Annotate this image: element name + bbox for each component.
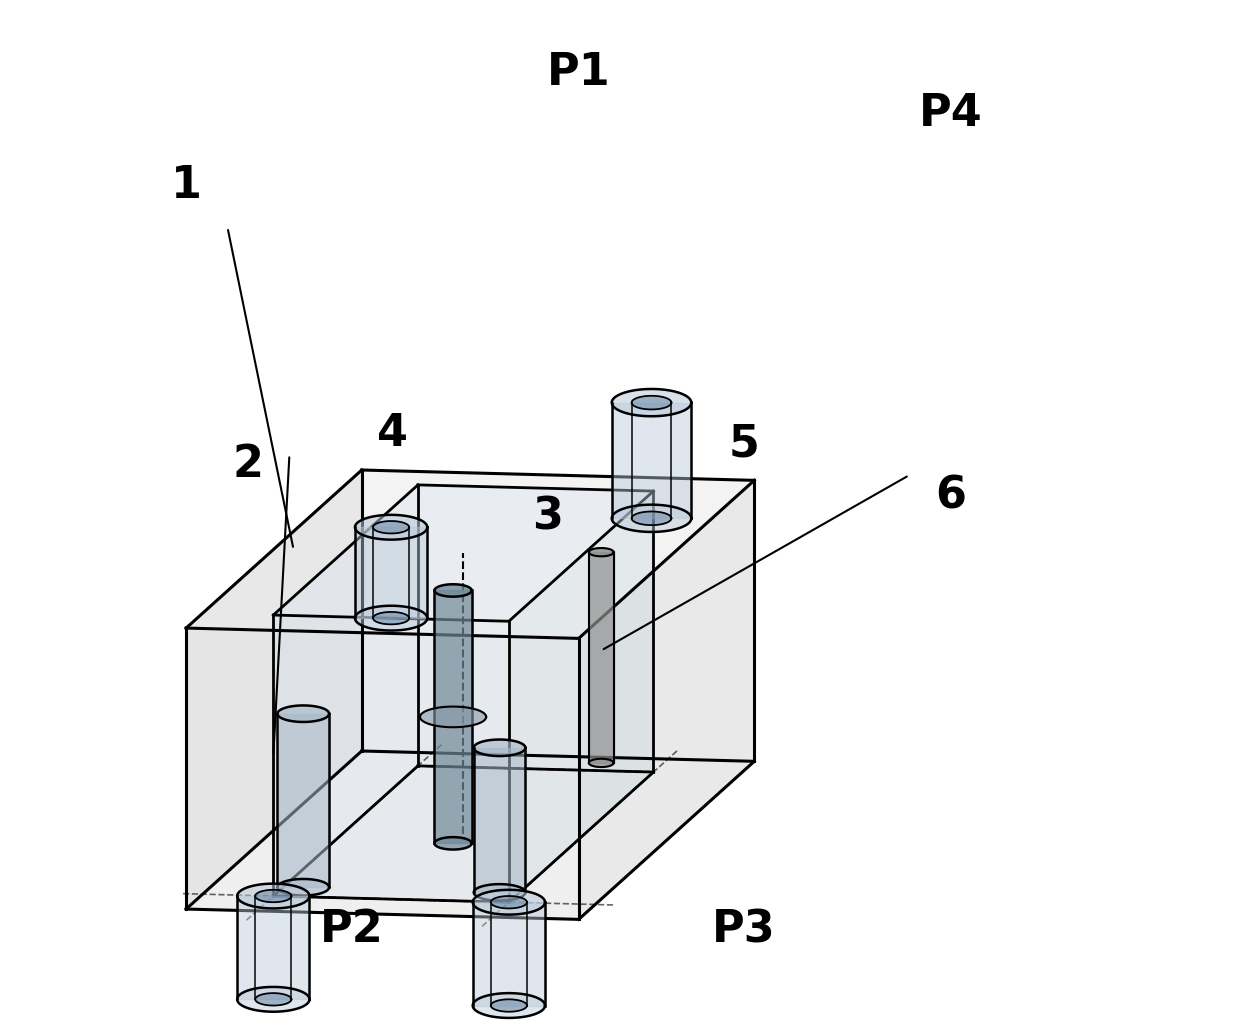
Polygon shape (186, 470, 754, 638)
Polygon shape (611, 505, 691, 532)
Polygon shape (278, 714, 329, 887)
Polygon shape (434, 837, 471, 849)
Polygon shape (434, 585, 471, 597)
Polygon shape (474, 748, 526, 893)
Polygon shape (491, 999, 527, 1011)
Text: P1: P1 (547, 51, 610, 94)
Polygon shape (278, 706, 329, 722)
Polygon shape (491, 896, 527, 908)
Polygon shape (434, 591, 471, 843)
Polygon shape (186, 628, 579, 919)
Polygon shape (420, 707, 486, 727)
Polygon shape (273, 615, 508, 902)
Polygon shape (508, 491, 653, 902)
Polygon shape (631, 511, 671, 525)
Polygon shape (237, 896, 310, 999)
Text: 2: 2 (233, 443, 264, 487)
Polygon shape (589, 759, 614, 768)
Polygon shape (631, 396, 671, 409)
Polygon shape (474, 740, 526, 756)
Polygon shape (278, 879, 329, 896)
Text: 5: 5 (729, 422, 759, 466)
Polygon shape (474, 884, 526, 901)
Polygon shape (611, 403, 691, 519)
Polygon shape (355, 605, 428, 630)
Text: P4: P4 (919, 92, 982, 135)
Polygon shape (611, 389, 691, 416)
Polygon shape (355, 527, 428, 618)
Text: P2: P2 (320, 908, 383, 951)
Polygon shape (186, 470, 362, 909)
Polygon shape (237, 987, 310, 1011)
Text: 1: 1 (171, 164, 202, 208)
Polygon shape (472, 889, 546, 914)
Text: 6: 6 (935, 474, 966, 518)
Polygon shape (373, 612, 409, 624)
Polygon shape (472, 902, 546, 1005)
Text: 3: 3 (532, 495, 563, 538)
Polygon shape (589, 549, 614, 557)
Text: 4: 4 (377, 412, 408, 456)
Polygon shape (373, 521, 409, 533)
Polygon shape (589, 553, 614, 763)
Polygon shape (472, 993, 546, 1018)
Text: P3: P3 (712, 908, 776, 951)
Polygon shape (237, 883, 310, 908)
Polygon shape (355, 514, 428, 539)
Polygon shape (579, 480, 754, 919)
Polygon shape (273, 484, 653, 621)
Polygon shape (255, 889, 291, 902)
Polygon shape (255, 993, 291, 1005)
